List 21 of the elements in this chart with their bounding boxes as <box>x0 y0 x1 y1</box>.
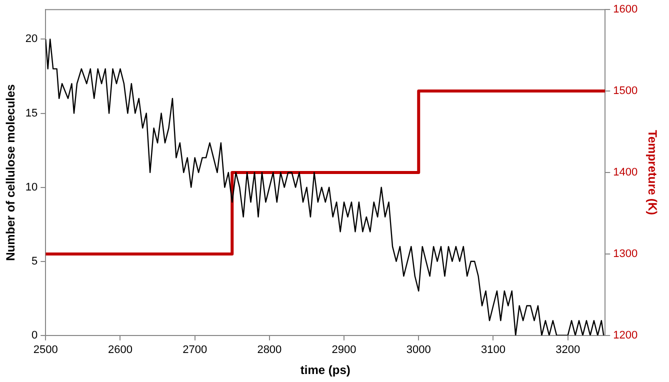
x-tick-label: 2900 <box>332 344 356 356</box>
y2-tick-label: 1300 <box>613 248 638 260</box>
x-tick-label: 2600 <box>108 344 132 356</box>
y2-tick-label: 1400 <box>613 166 638 179</box>
y-axis-title: Number of cellulose molecules <box>4 84 18 261</box>
x-tick-label: 2700 <box>182 344 208 356</box>
y2-tick-label: 1200 <box>613 329 638 342</box>
y-tick-label: 20 <box>25 33 38 46</box>
y2-tick-label: 1600 <box>613 4 638 16</box>
x-tick-label: 3000 <box>406 344 431 356</box>
y-tick-label: 15 <box>25 107 38 120</box>
y2-tick-label: 1500 <box>613 85 638 98</box>
y2-axis-title: Tempreture (K) <box>645 130 660 216</box>
x-tick-label: 2800 <box>257 344 282 356</box>
y-tick-label: 5 <box>32 255 38 268</box>
x-tick-label: 3100 <box>480 344 506 356</box>
x-tick-label: 2500 <box>33 344 58 356</box>
y-tick-label: 10 <box>25 181 38 194</box>
x-axis-title: time (ps) <box>300 363 350 378</box>
y-tick-label: 0 <box>32 329 38 342</box>
x-tick-label: 3200 <box>556 344 580 356</box>
